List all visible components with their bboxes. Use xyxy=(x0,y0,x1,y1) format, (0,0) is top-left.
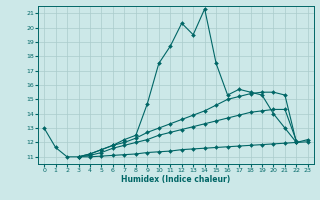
X-axis label: Humidex (Indice chaleur): Humidex (Indice chaleur) xyxy=(121,175,231,184)
